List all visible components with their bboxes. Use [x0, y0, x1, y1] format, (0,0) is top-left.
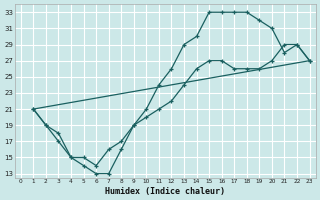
X-axis label: Humidex (Indice chaleur): Humidex (Indice chaleur) — [105, 187, 225, 196]
